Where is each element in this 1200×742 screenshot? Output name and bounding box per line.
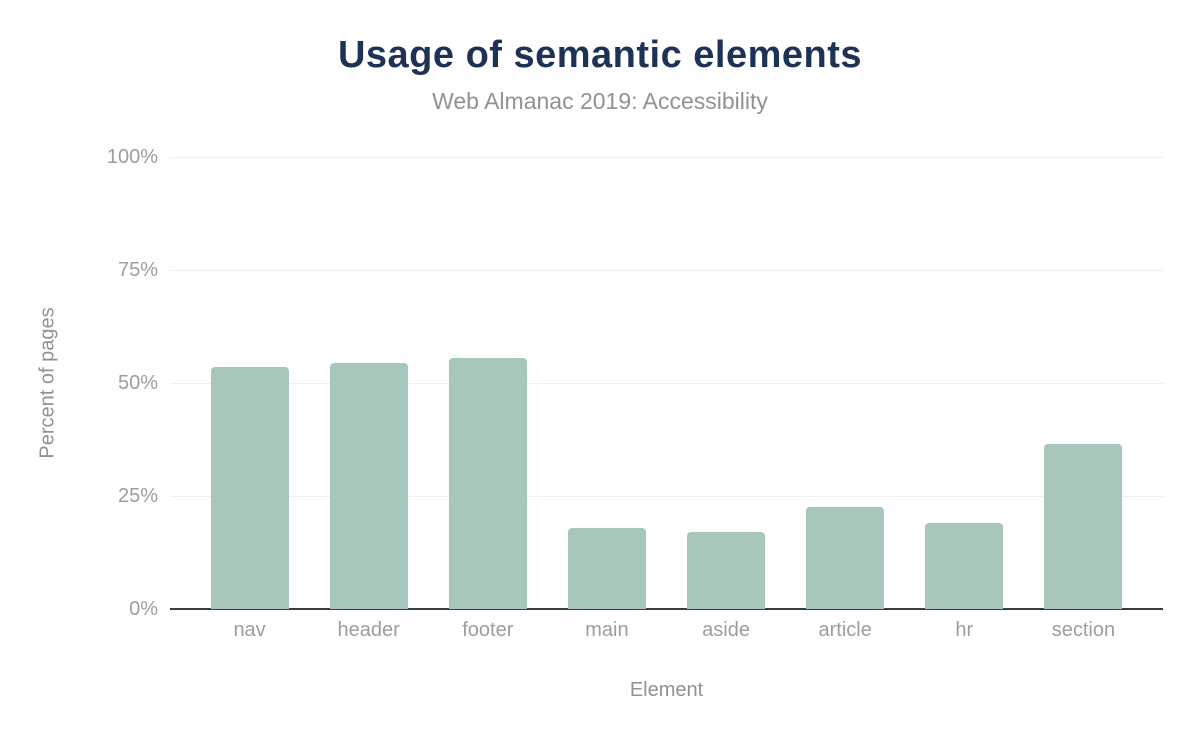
- bar-slot-article: [786, 507, 905, 609]
- bar-slot-hr: [905, 523, 1024, 609]
- y-tick-label-100: 100%: [106, 146, 158, 168]
- gridline-100: [170, 157, 1163, 158]
- y-tick-label-0: 0%: [129, 598, 158, 620]
- bar-section: [1044, 444, 1123, 609]
- x-tick-label-aside: aside: [702, 619, 750, 641]
- bar-article: [806, 507, 885, 609]
- x-tick-label-article: article: [818, 619, 872, 641]
- chart-title: Usage of semantic elements: [337, 34, 863, 76]
- chart-subtitle: Web Almanac 2019: Accessibility: [432, 88, 768, 114]
- bar-slot-footer: [428, 358, 547, 609]
- x-tick-label-header: header: [337, 619, 400, 641]
- bar-main: [567, 527, 646, 609]
- bar-header: [329, 362, 408, 609]
- x-axis-line: [170, 608, 1163, 610]
- bar-slot-aside: [667, 532, 786, 609]
- x-tick-label-main: main: [585, 619, 629, 641]
- x-tick-label-hr: hr: [955, 619, 974, 641]
- bar-nav: [210, 367, 289, 609]
- bar-slot-nav: [190, 367, 309, 609]
- x-tick-label-nav: nav: [233, 619, 266, 641]
- y-tick-label-25: 25%: [117, 485, 158, 507]
- x-tick-label-section: section: [1051, 619, 1116, 641]
- bar-slot-header: [309, 362, 428, 609]
- bar-aside: [687, 532, 766, 609]
- gridline-75: [170, 270, 1163, 271]
- x-axis-title: Element: [629, 679, 704, 701]
- bar-footer: [448, 358, 527, 609]
- x-tick-label-footer: footer: [462, 619, 514, 641]
- bar-hr: [925, 523, 1004, 609]
- gridline-25: [170, 496, 1163, 497]
- gridline-50: [170, 383, 1163, 384]
- plot-area: [170, 157, 1163, 610]
- x-labels-row: nav header footer main aside article hr section: [170, 617, 1163, 643]
- bars-row: [170, 157, 1163, 609]
- bar-slot-section: [1024, 444, 1143, 609]
- y-tick-label-50: 50%: [117, 372, 158, 394]
- bar-slot-main: [547, 527, 666, 609]
- y-tick-label-75: 75%: [117, 259, 158, 281]
